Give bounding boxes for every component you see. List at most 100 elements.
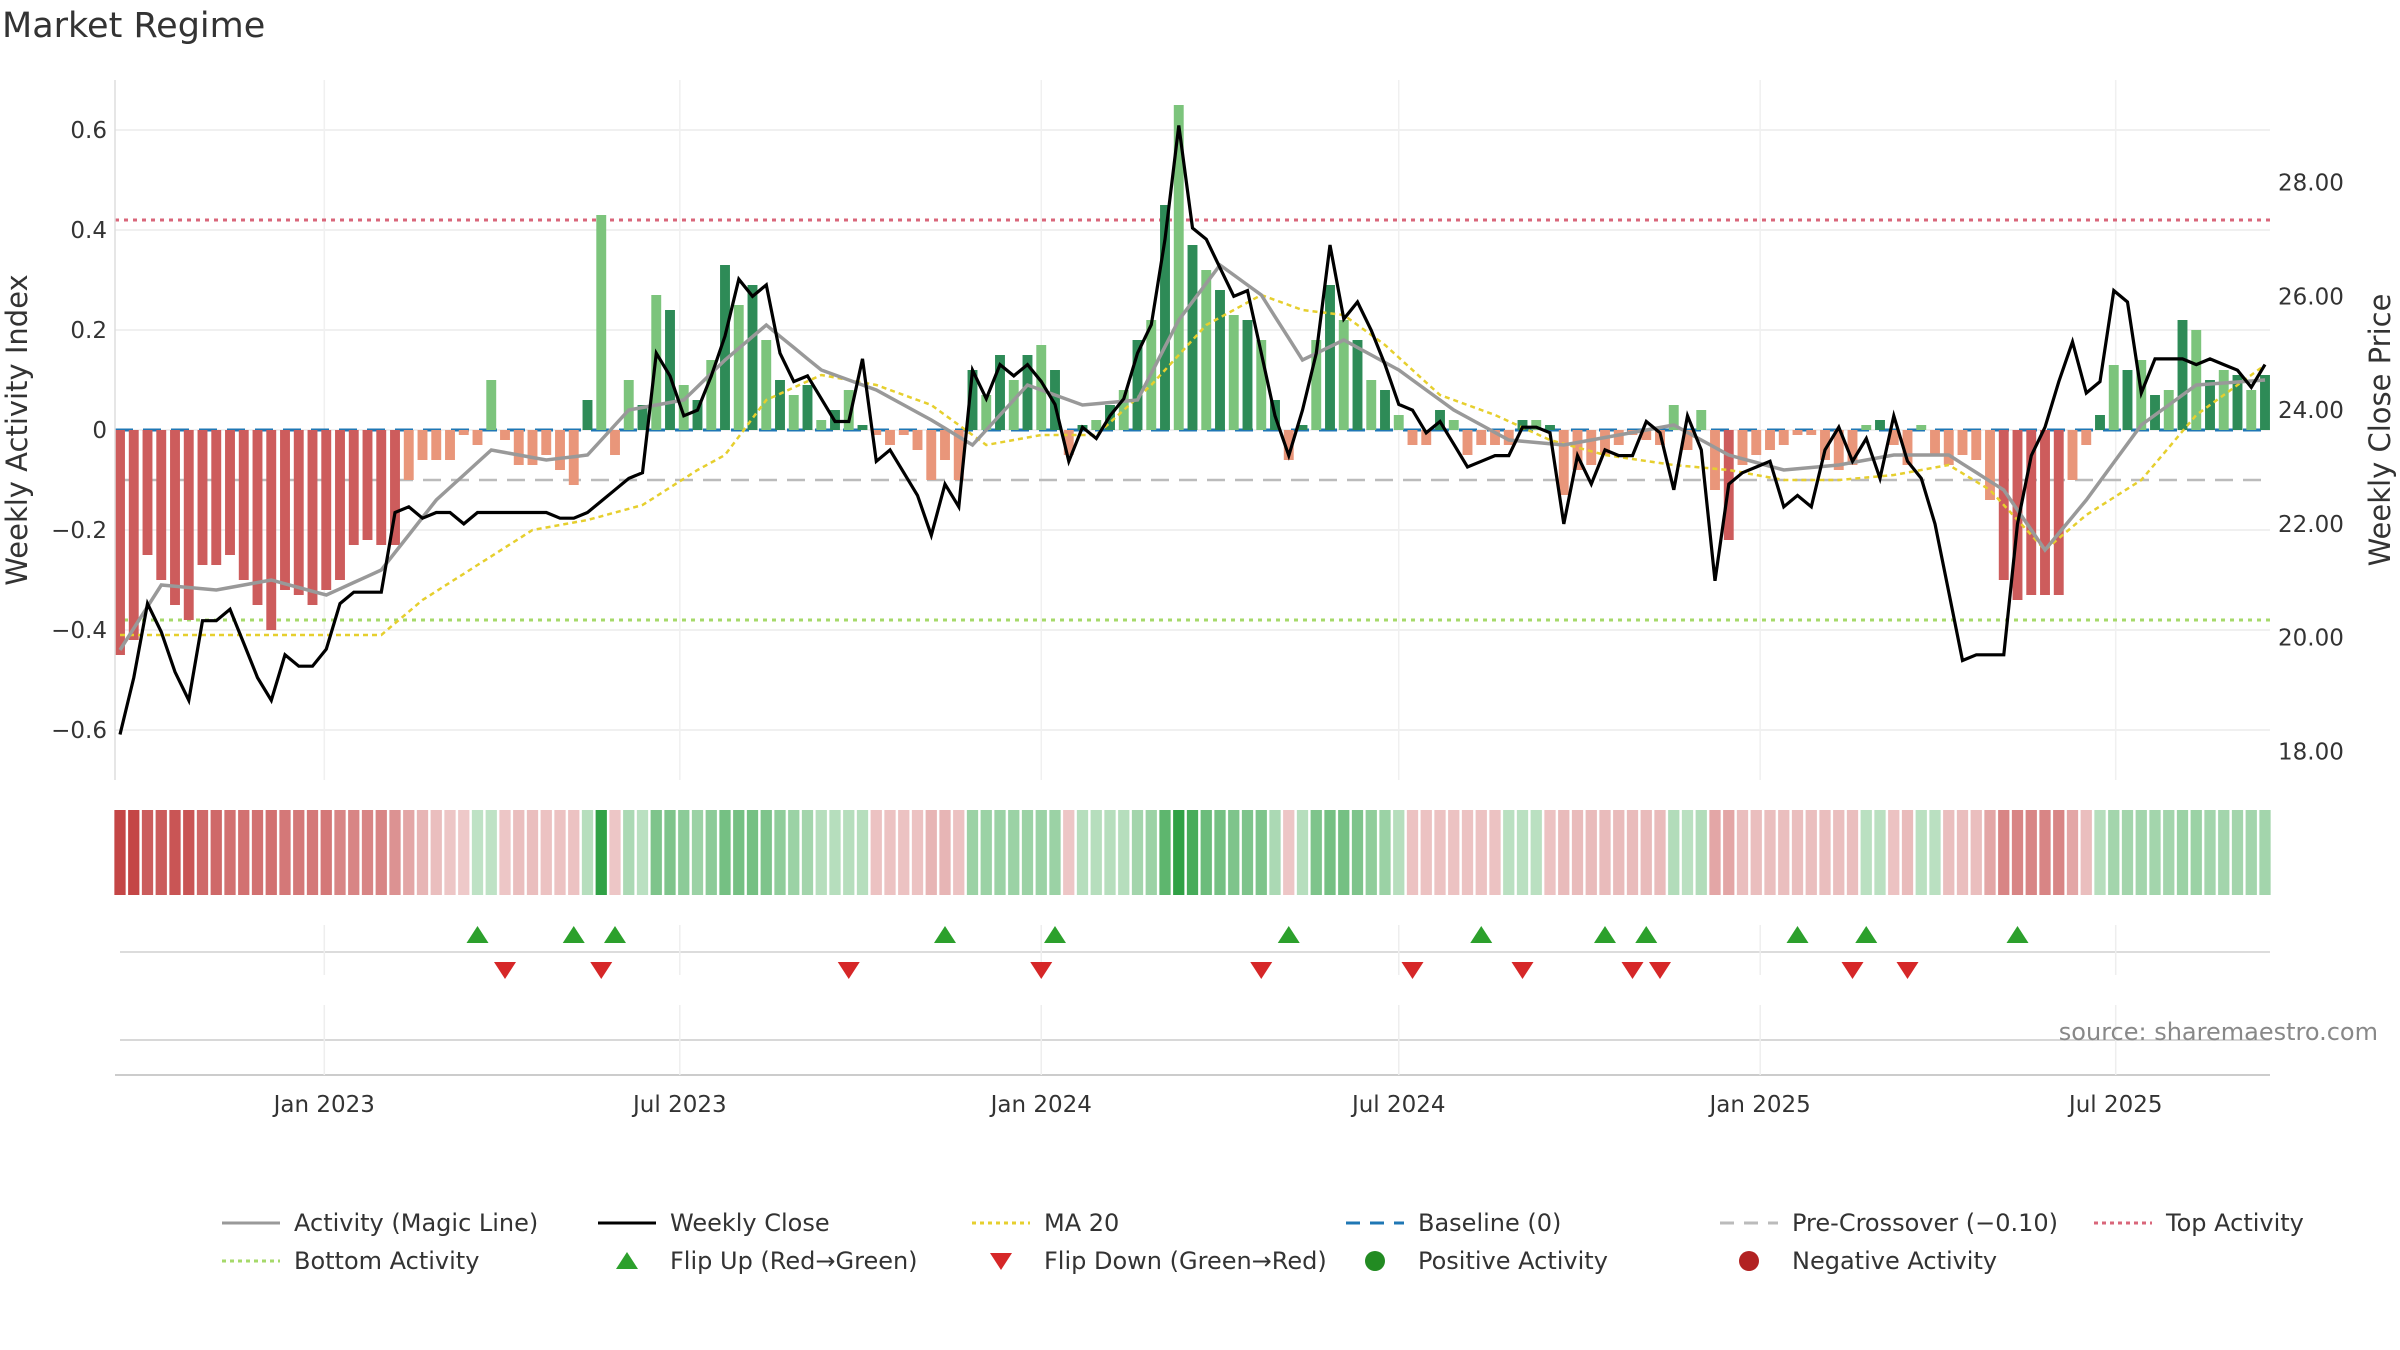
activity-bar — [1490, 430, 1500, 445]
regime-strip-cell — [1846, 810, 1859, 895]
regime-strip-cell — [1599, 810, 1611, 895]
activity-bar — [885, 430, 895, 445]
legend-item-baseline: Baseline (0) — [1344, 1206, 1561, 1240]
regime-strip-cell — [2053, 810, 2065, 895]
flip-up-marker — [2006, 926, 2029, 943]
y-right-tick-label: 26.00 — [2278, 284, 2344, 310]
activity-bar — [1187, 245, 1198, 430]
activity-bar — [2260, 375, 2270, 430]
activity-bar — [156, 430, 167, 580]
activity-bar — [582, 400, 593, 430]
regime-strip-cell — [1420, 810, 1432, 895]
activity-bar — [1421, 430, 1432, 445]
activity-bar — [348, 430, 359, 545]
flip-up-marker — [1855, 926, 1878, 943]
activity-bar — [802, 385, 813, 430]
activity-bar — [1366, 380, 1377, 430]
regime-strip-cell — [2218, 810, 2230, 895]
regime-strip-cell — [403, 810, 415, 895]
legend-item-bottom: Bottom Activity — [220, 1244, 479, 1278]
regime-strip-cell — [801, 810, 814, 895]
activity-bar — [115, 430, 125, 655]
legend-swatch-flipup — [616, 1252, 638, 1269]
regime-strip-cell — [980, 810, 992, 895]
activity-bar — [1531, 420, 1542, 430]
activity-bar — [871, 430, 882, 435]
activity-bar — [1297, 425, 1308, 430]
activity-bar — [1448, 420, 1459, 430]
regime-strip-cell — [1970, 810, 1982, 895]
legend-swatch-pos — [1365, 1251, 1385, 1271]
activity-bar — [665, 310, 675, 430]
regime-strip-cell — [1324, 810, 1336, 895]
regime-strip-cell — [1544, 810, 1556, 895]
regime-strip-cell — [1874, 810, 1886, 895]
regime-strip-cell — [1723, 810, 1735, 895]
regime-strip-cell — [733, 810, 745, 895]
regime-strip-cell — [1049, 810, 1061, 895]
legend-item-close: Weekly Close — [596, 1206, 830, 1240]
regime-strip-cell — [1640, 810, 1652, 895]
regime-strip-cell — [1956, 810, 1969, 895]
regime-strip-cell — [760, 810, 772, 895]
regime-strip-cell — [1365, 810, 1377, 895]
regime-strip-cell — [1901, 810, 1914, 895]
activity-bar — [1820, 430, 1830, 460]
activity-bar — [376, 430, 387, 545]
activity-bar — [1256, 340, 1267, 430]
regime-strip-cell — [678, 810, 690, 895]
activity-bar — [2067, 430, 2078, 480]
regime-strip-cell — [1008, 810, 1020, 895]
regime-strip-cell — [994, 810, 1006, 895]
regime-strip-cell — [925, 810, 937, 895]
regime-strip-cell — [2231, 810, 2244, 895]
activity-bar — [1393, 415, 1404, 430]
activity-bar — [458, 430, 469, 435]
activity-bar — [293, 430, 304, 595]
activity-bar — [1476, 430, 1487, 445]
regime-strip-cell — [251, 810, 264, 895]
regime-strip-cell — [2204, 810, 2216, 895]
legend-swatch-magic — [222, 1221, 280, 1225]
legend-swatch-bottom — [222, 1259, 280, 1263]
activity-bar — [2232, 375, 2243, 430]
regime-strip-cell — [1296, 810, 1309, 895]
activity-bar — [266, 430, 277, 630]
activity-bar — [2191, 330, 2202, 430]
activity-bar — [1888, 430, 1899, 445]
regime-strip-cell — [2025, 810, 2037, 895]
regime-strip-cell — [1118, 810, 1130, 895]
activity-bar — [1132, 340, 1143, 430]
legend-item-flipup: Flip Up (Red→Green) — [596, 1244, 918, 1278]
regime-strip-cell — [169, 810, 181, 895]
regime-strip-cell — [1984, 810, 1996, 895]
activity-bar — [912, 430, 923, 450]
flip-up-marker — [1635, 926, 1658, 943]
regime-strip-cell — [1516, 810, 1529, 895]
activity-bar — [926, 430, 937, 480]
activity-bar — [1600, 430, 1610, 455]
flip-down-marker — [1841, 962, 1864, 979]
activity-bar — [2081, 430, 2092, 445]
regime-strip-cell — [1489, 810, 1501, 895]
regime-strip-cell — [1558, 810, 1570, 895]
regime-strip-cell — [2094, 810, 2106, 895]
regime-strip-cell — [1695, 810, 1707, 895]
activity-bar — [1503, 430, 1514, 445]
regime-strip-cell — [1104, 810, 1116, 895]
activity-bars — [115, 105, 2270, 655]
regime-strip-cell — [2080, 810, 2092, 895]
regime-strip-cell — [1791, 810, 1804, 895]
regime-strip-cell — [196, 810, 209, 895]
regime-strip-cell — [1475, 810, 1487, 895]
regime-strip-cell — [526, 810, 539, 895]
regime-strip-cell — [1035, 810, 1047, 895]
activity-bar — [788, 395, 799, 430]
legend-label: MA 20 — [1044, 1209, 1120, 1237]
regime-strip-cell — [1571, 810, 1584, 895]
activity-bar — [1778, 430, 1789, 445]
activity-bar — [307, 430, 318, 605]
legend-item-ma20: MA 20 — [970, 1206, 1119, 1240]
activity-bar — [1806, 430, 1817, 435]
activity-bar — [747, 285, 758, 430]
